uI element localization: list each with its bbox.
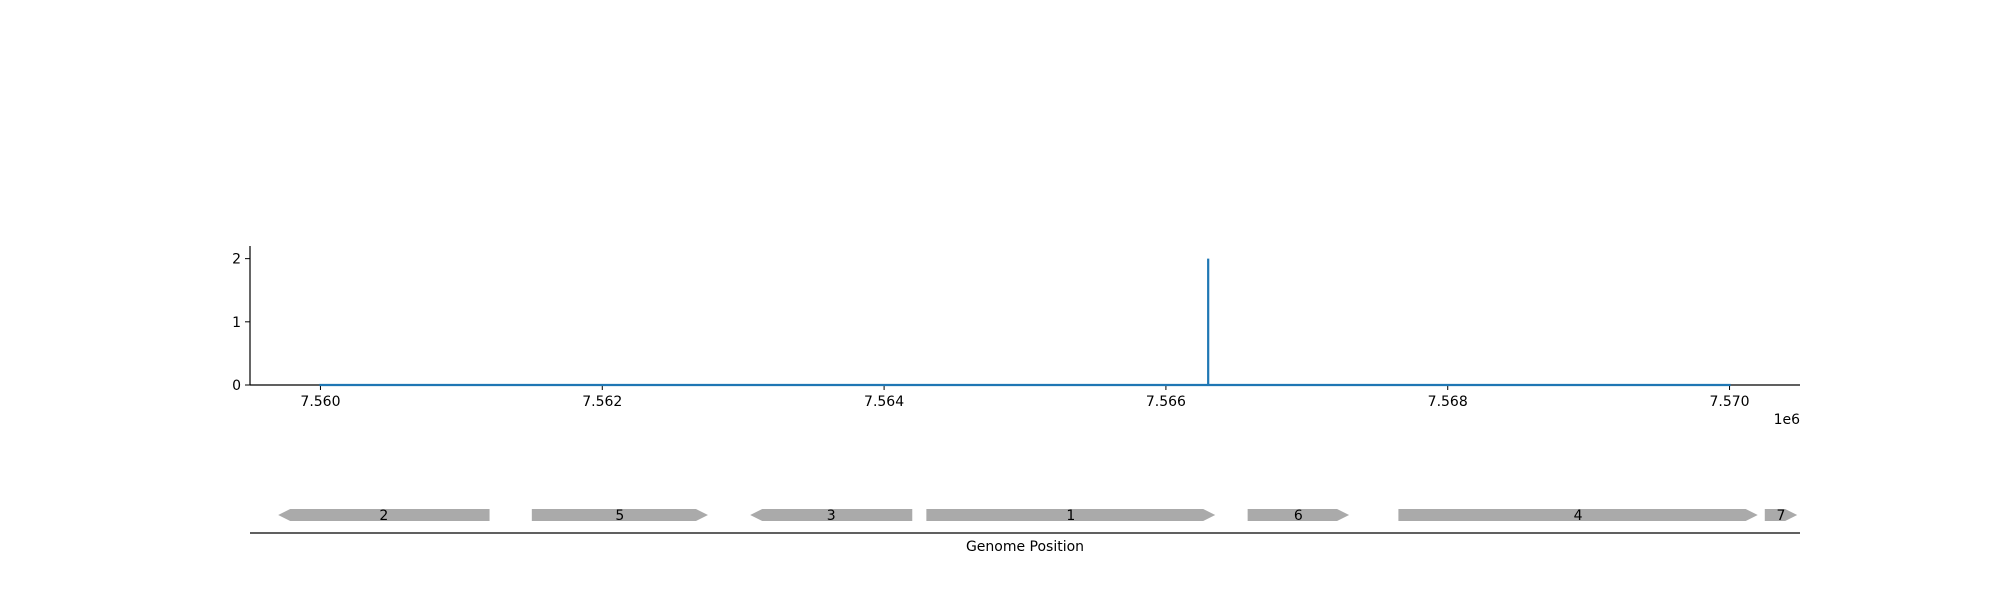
coverage-series [319,258,1731,387]
gene-arrow [1764,509,1798,521]
gene-arrow [750,509,913,521]
gene-label: 5 [615,508,624,524]
x-tick-label: 7.562 [582,394,622,410]
x-tick-label: 7.566 [1146,394,1186,410]
gene-label: 6 [1294,508,1303,524]
y-tick-label: 2 [232,252,241,268]
coverage-plot: 0 1 2 7.560 7.562 7.564 7.566 7.568 7.570 1e6 [232,246,1800,428]
gene-label: 4 [1574,508,1583,524]
gene-track-xlabel: Genome Position [966,539,1084,555]
gene-arrow [926,509,1216,521]
gene-label: 7 [1777,508,1786,524]
y-ticks: 0 1 2 [232,252,250,394]
gene-arrow [1398,509,1758,521]
x-ticks: 7.560 7.562 7.564 7.566 7.568 7.570 [300,385,1750,410]
x-tick-label: 7.560 [300,394,340,410]
gene-arrow [278,509,490,521]
gene-label: 3 [827,508,836,524]
x-tick-label: 7.564 [864,394,904,410]
x-offset-label: 1e6 [1774,412,1801,428]
coverage-line [319,258,1731,387]
x-tick-label: 7.570 [1709,394,1749,410]
genes: 2 5 3 1 6 4 7 [278,508,1798,524]
gene-arrow [531,509,708,521]
x-tick-label: 7.568 [1428,394,1468,410]
y-tick-label: 1 [232,315,241,331]
gene-track: 2 5 3 1 6 4 7 Genome Position [250,508,1800,555]
gene-label: 2 [379,508,388,524]
y-tick-label: 0 [232,378,241,394]
gene-label: 1 [1066,508,1075,524]
gene-arrow [1247,509,1350,521]
